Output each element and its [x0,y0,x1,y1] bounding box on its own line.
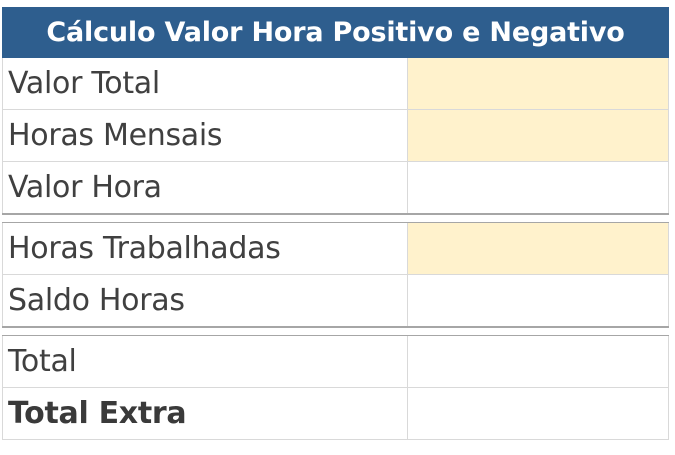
cell-total[interactable] [408,336,669,387]
row-valor-total: Valor Total [2,58,669,110]
label-total-extra[interactable]: Total Extra [2,388,408,439]
label-saldo-horas[interactable]: Saldo Horas [2,275,408,326]
label-total[interactable]: Total [2,336,408,387]
row-horas-mensais: Horas Mensais [2,110,669,162]
spreadsheet: Cálculo Valor Hora Positivo e Negativo V… [2,7,669,440]
section-divider-1 [2,213,669,223]
input-valor-total[interactable] [408,58,669,109]
row-horas-trabalhadas: Horas Trabalhadas [2,223,669,275]
row-saldo-horas: Saldo Horas [2,275,669,327]
row-total-extra: Total Extra [2,388,669,440]
input-horas-trabalhadas[interactable] [408,223,669,274]
input-horas-mensais[interactable] [408,110,669,161]
label-valor-hora[interactable]: Valor Hora [2,162,408,213]
label-horas-trabalhadas[interactable]: Horas Trabalhadas [2,223,408,274]
cell-saldo-horas[interactable] [408,275,669,326]
row-valor-hora: Valor Hora [2,162,669,214]
row-total: Total [2,336,669,388]
cell-total-extra[interactable] [408,388,669,439]
cell-valor-hora[interactable] [408,162,669,213]
label-horas-mensais[interactable]: Horas Mensais [2,110,408,161]
section-divider-2 [2,326,669,336]
sheet-title: Cálculo Valor Hora Positivo e Negativo [2,7,669,58]
label-valor-total[interactable]: Valor Total [2,58,408,109]
